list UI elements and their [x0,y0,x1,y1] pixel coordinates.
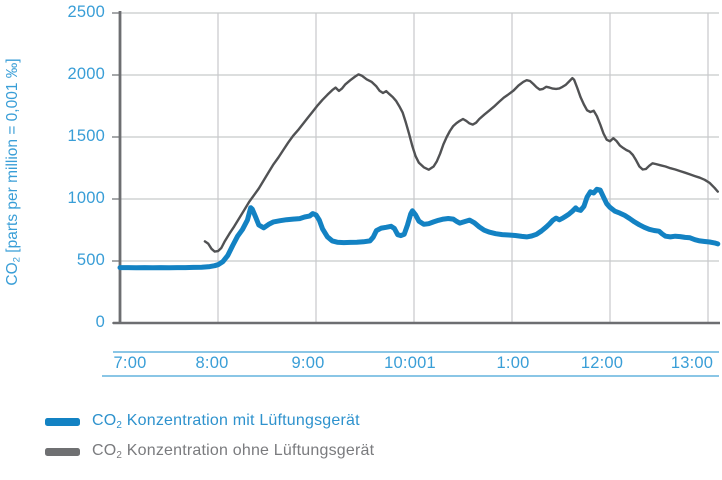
y-axis-title-subscript: 2 [11,257,23,263]
legend-swatch-gray [45,448,80,456]
y-tick-label-2000: 2000 [67,65,105,83]
x-label-row-rules [102,351,719,377]
legend-label-ohne-rest: Konzentration ohne Lüftungsgerät [122,442,375,459]
vertical-gridlines [217,13,709,322]
line-co2-mit-lueftungsgeraet [117,186,721,271]
y-axis-title-prefix: CO [4,262,21,286]
legend-swatch-blue [45,418,80,426]
legend-label-ohne-prefix: CO [92,442,117,459]
y-tick-label-2500: 2500 [67,3,105,21]
x-tick-label-13-00: 13:00 [670,354,714,372]
x-tick-label-7-00: 7:00 [113,354,147,372]
legend-label-mit-rest: Konzentration mit Lüftungsgerät [122,412,360,429]
x-tick-label-10-001: 10:001 [384,354,436,372]
legend-label-ohne-subscript: 2 [116,449,123,461]
line-co2-ohne-lueftungsgeraet [203,73,719,253]
x-tick-label-1-00: 1:00 [496,354,530,372]
y-axis-title-rest: [parts per million = 0,001 ‰] [4,58,21,257]
legend-label-mit: CO2 Konzentration mit Lüftungsgerät [92,412,360,430]
x-tick-label-12-00: 12:00 [580,354,624,372]
y-tick-label-1500: 1500 [67,127,105,145]
y-tick-label-0: 0 [95,313,105,331]
y-axis-title: CO2 [parts per million = 0,001 ‰] [4,22,30,322]
legend-label-mit-prefix: CO [92,412,117,429]
y-tick-label-500: 500 [76,251,105,269]
legend-label-mit-subscript: 2 [116,419,123,431]
legend-label-ohne: CO2 Konzentration ohne Lüftungsgerät [92,442,374,460]
y-tick-label-1000: 1000 [67,189,105,207]
x-tick-label-9-00: 9:00 [291,354,325,372]
x-tick-label-8-00: 8:00 [195,354,229,372]
